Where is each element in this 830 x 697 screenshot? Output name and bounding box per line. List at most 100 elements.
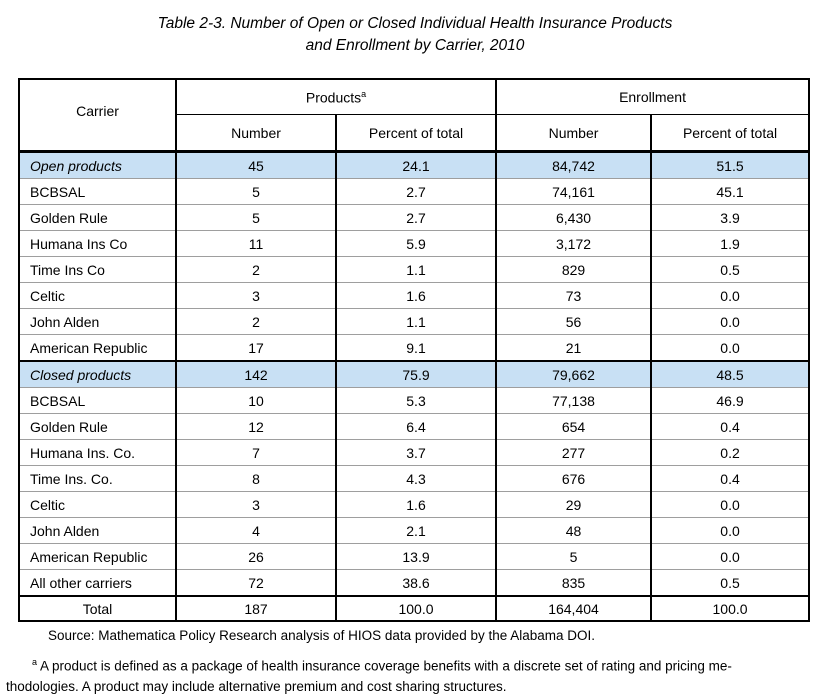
products-label: Products — [305, 89, 362, 106]
table-row: BCBSAL 5 2.7 74,161 45.1 — [18, 178, 811, 205]
value-cell: 0.0 — [650, 517, 811, 544]
value-cell: 5 — [175, 178, 337, 205]
carrier-cell: John Alden — [18, 517, 177, 544]
value-cell: 45.1 — [650, 178, 811, 205]
value-cell: 3 — [175, 282, 337, 309]
value-cell: 0.0 — [650, 491, 811, 518]
value-cell: 6,430 — [495, 204, 653, 231]
value-cell: 21 — [495, 334, 653, 361]
value-cell: 10 — [175, 387, 337, 414]
value-cell: 100.0 — [334, 596, 498, 621]
value-cell: 676 — [495, 465, 653, 492]
value-cell: 8 — [175, 465, 337, 492]
footnote: a A product is defined as a package of h… — [6, 652, 822, 697]
value-cell: 5.3 — [334, 387, 498, 414]
footnote-line1: a A product is defined as a package of h… — [6, 652, 822, 677]
value-cell: 5 — [495, 543, 653, 570]
value-cell: 3,172 — [495, 230, 653, 257]
value-cell: 13.9 — [334, 543, 498, 570]
value-cell: 17 — [175, 334, 337, 361]
carrier-cell: Celtic — [18, 491, 177, 518]
value-cell: 1.6 — [334, 491, 498, 518]
col-header-carrier: Carrier — [18, 79, 177, 152]
table-row: All other carriers 72 38.6 835 0.5 — [18, 569, 811, 596]
value-cell: 142 — [175, 361, 337, 388]
value-cell: 0.5 — [650, 569, 811, 596]
value-cell: 0.5 — [650, 256, 811, 283]
table-row: American Republic 17 9.1 21 0.0 — [18, 334, 811, 361]
value-cell: 51.5 — [650, 151, 811, 179]
value-cell: 4 — [175, 517, 337, 544]
table-body: Open products 45 24.1 84,742 51.5 BCBSAL 5 2.7 7… — [18, 151, 811, 621]
carrier-cell: Golden Rule — [18, 413, 177, 440]
carrier-cell: Total — [18, 596, 177, 621]
value-cell: 835 — [495, 569, 653, 596]
table-row: Celtic 3 1.6 29 0.0 — [18, 491, 811, 518]
value-cell: 2.7 — [334, 204, 498, 231]
value-cell: 1.1 — [334, 308, 498, 335]
value-cell: 75.9 — [334, 361, 498, 388]
carrier-cell: All other carriers — [18, 569, 177, 596]
value-cell: 29 — [495, 491, 653, 518]
footnote-line1-text: A product is defined as a package of hea… — [37, 658, 732, 674]
value-cell: 0.0 — [650, 543, 811, 570]
table-row: Closed products 142 75.9 79,662 48.5 — [18, 361, 811, 388]
carrier-cell: Humana Ins. Co. — [18, 439, 177, 466]
table-row: Open products 45 24.1 84,742 51.5 — [18, 151, 811, 179]
source-note: Source: Mathematica Policy Research anal… — [48, 628, 596, 643]
col-group-enrollment: Enrollment — [495, 79, 811, 115]
table-row: John Alden 2 1.1 56 0.0 — [18, 308, 811, 335]
value-cell: 72 — [175, 569, 337, 596]
value-cell: 79,662 — [495, 361, 653, 388]
page-title-line1: Table 2-3. Number of Open or Closed Indi… — [157, 15, 673, 32]
value-cell: 2.7 — [334, 178, 498, 205]
table-row: BCBSAL 10 5.3 77,138 46.9 — [18, 387, 811, 414]
value-cell: 187 — [175, 596, 337, 621]
value-cell: 11 — [175, 230, 337, 257]
value-cell: 46.9 — [650, 387, 811, 414]
value-cell: 829 — [495, 256, 653, 283]
value-cell: 1.1 — [334, 256, 498, 283]
table-row: Golden Rule 5 2.7 6,430 3.9 — [18, 204, 811, 231]
table-row: Humana Ins Co 11 5.9 3,172 1.9 — [18, 230, 811, 257]
col-header-enrollment-number: Number — [495, 114, 653, 152]
value-cell: 2.1 — [334, 517, 498, 544]
value-cell: 0.4 — [650, 413, 811, 440]
value-cell: 277 — [495, 439, 653, 466]
page-title: Table 2-3. Number of Open or Closed Indi… — [0, 0, 830, 57]
carrier-cell: BCBSAL — [18, 178, 177, 205]
value-cell: 45 — [175, 151, 337, 179]
carrier-cell: Celtic — [18, 282, 177, 309]
value-cell: 0.4 — [650, 465, 811, 492]
table-row: Time Ins Co 2 1.1 829 0.5 — [18, 256, 811, 283]
value-cell: 3.9 — [650, 204, 811, 231]
value-cell: 4.3 — [334, 465, 498, 492]
value-cell: 26 — [175, 543, 337, 570]
carrier-cell: Closed products — [18, 361, 177, 388]
value-cell: 9.1 — [334, 334, 498, 361]
value-cell: 73 — [495, 282, 653, 309]
value-cell: 77,138 — [495, 387, 653, 414]
value-cell: 12 — [175, 413, 337, 440]
value-cell: 56 — [495, 308, 653, 335]
carrier-cell: Humana Ins Co — [18, 230, 177, 257]
value-cell: 0.0 — [650, 334, 811, 361]
page-title-line2: and Enrollment by Carrier, 2010 — [305, 37, 525, 54]
col-group-products: Productsa — [174, 79, 498, 115]
table-row: Golden Rule 12 6.4 654 0.4 — [18, 413, 811, 440]
value-cell: 48.5 — [650, 361, 811, 388]
value-cell: 6.4 — [334, 413, 498, 440]
value-cell: 5.9 — [334, 230, 498, 257]
value-cell: 38.6 — [334, 569, 498, 596]
value-cell: 74,161 — [495, 178, 653, 205]
carrier-cell: American Republic — [18, 543, 177, 570]
table-row: Celtic 3 1.6 73 0.0 — [18, 282, 811, 309]
col-header-products-number: Number — [175, 114, 337, 152]
carrier-cell: Golden Rule — [18, 204, 177, 231]
table-row: John Alden 4 2.1 48 0.0 — [18, 517, 811, 544]
value-cell: 164,404 — [495, 596, 653, 621]
col-header-enrollment-percent: Percent of total — [650, 114, 811, 152]
value-cell: 0.2 — [650, 439, 811, 466]
value-cell: 2 — [175, 256, 337, 283]
carrier-cell: Time Ins Co — [18, 256, 177, 283]
